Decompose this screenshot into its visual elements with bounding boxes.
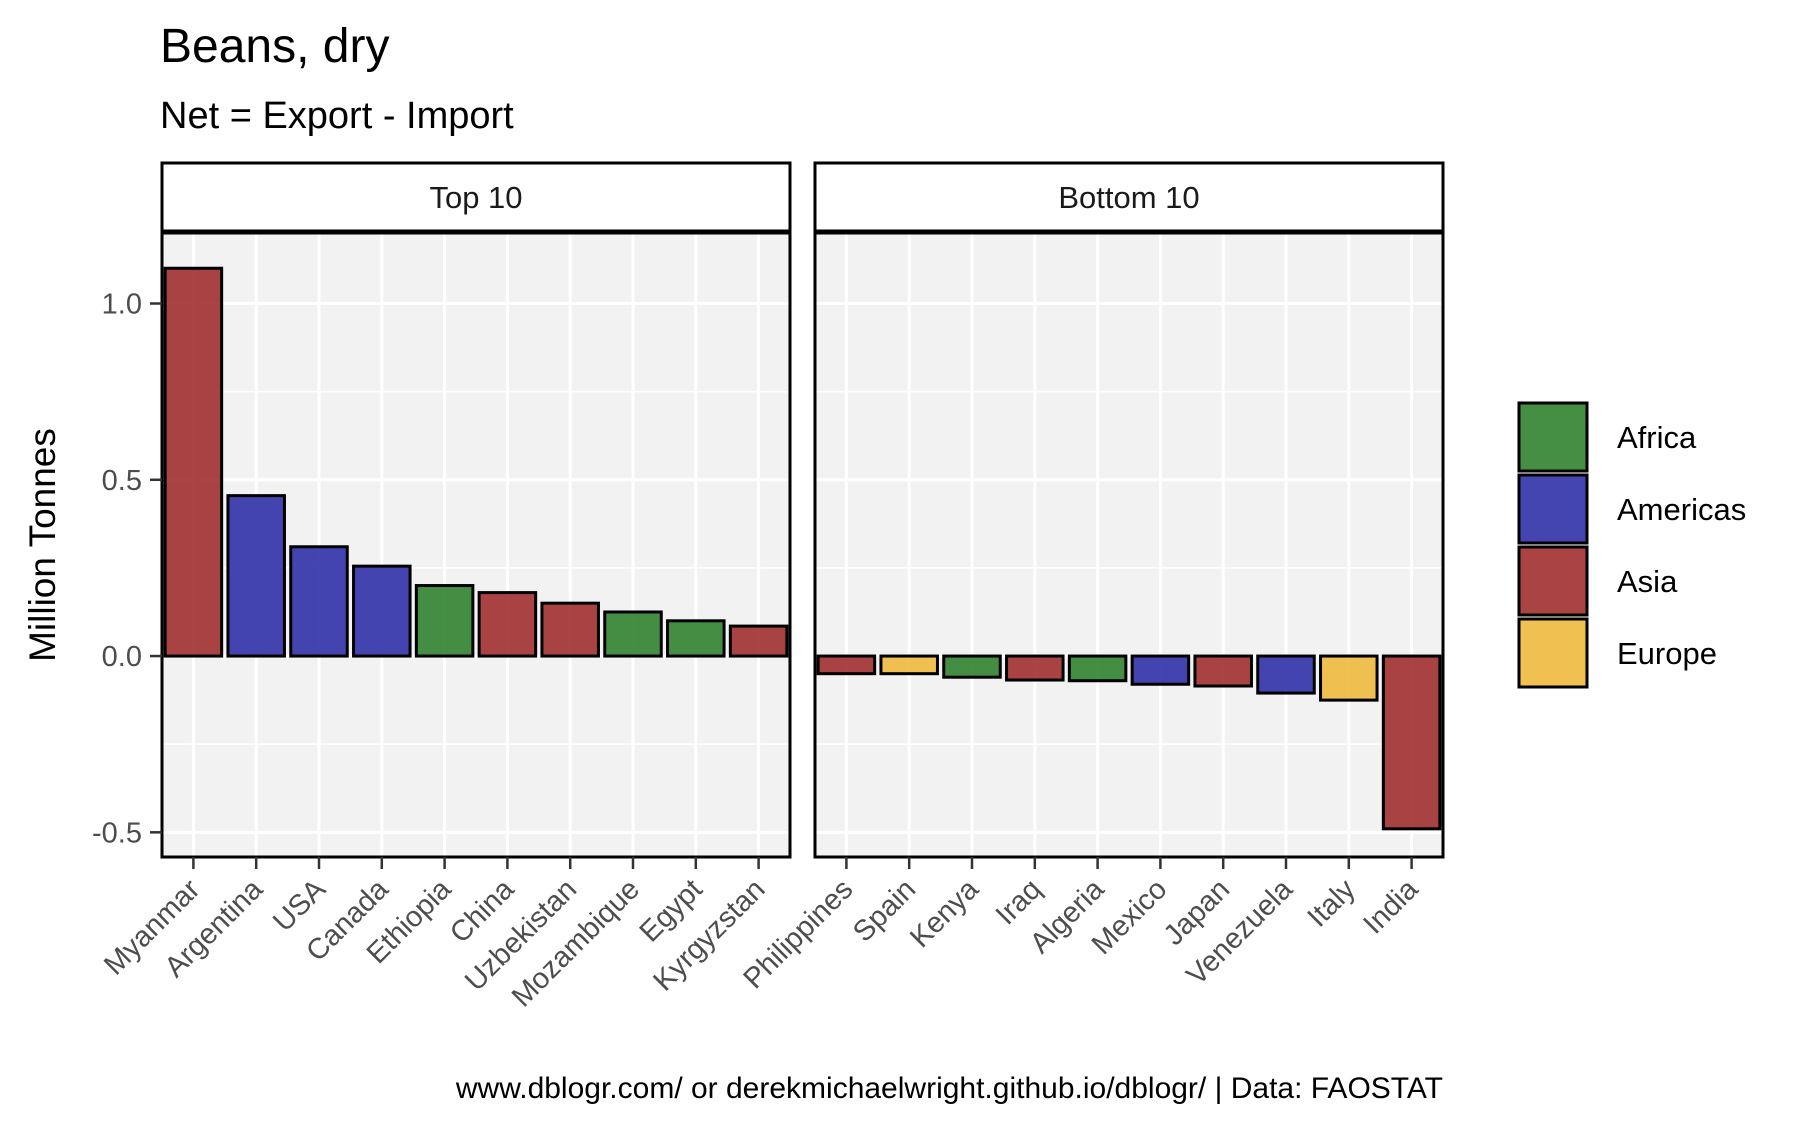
bar-philippines [816,654,877,676]
legend-label: Asia [1617,564,1678,599]
facet-strip [160,161,792,233]
facet-panels: Top 10MyanmarArgentinaUSACanadaEthiopiaC… [92,161,1445,1013]
chart-subtitle: Net = Export - Import [160,95,514,137]
bar-india [1381,654,1442,831]
legend: Africa Americas Asia Europe [1517,401,1746,689]
legend-key [1517,401,1589,473]
legend-key [1517,545,1589,617]
panel-border [813,231,1445,859]
chart-title: Beans, dry [160,20,389,73]
y-tick-label: 0.0 [102,641,142,673]
bar-kyrgyzstan [728,624,789,658]
y-axis-label: Million Tonnes [22,428,63,662]
legend-item-europe: Europe [1517,617,1717,689]
bar-kenya [942,654,1002,679]
facet-strip-label: Top 10 [429,180,522,215]
legend-item-americas: Americas [1517,473,1746,545]
legend-label: Africa [1617,420,1697,455]
legend-key [1517,473,1589,545]
legend-item-asia: Asia [1517,545,1678,617]
bar-china [477,591,538,658]
y-tick-label: 0.5 [102,465,142,497]
x-tick-label-india: India [1357,873,1425,941]
bar-usa [289,545,349,658]
bar-canada [352,564,412,658]
legend-label: Americas [1617,492,1746,527]
bar-ethiopia [414,584,475,658]
panel-top-10: Top 10MyanmarArgentinaUSACanadaEthiopiaC… [92,161,792,1013]
legend-key [1517,617,1589,689]
bar-venezuela [1256,654,1316,695]
panel-background [815,233,1443,857]
facet-strip-label: Bottom 10 [1058,180,1199,215]
legend-item-africa: Africa [1517,401,1697,473]
bar-spain [879,654,939,676]
bar-uzbekistan [540,601,600,658]
bar-egypt [666,619,726,658]
bar-iraq [1005,654,1065,682]
x-tick-label-kenya: Kenya [904,873,985,954]
panel-border [160,231,792,859]
bar-mexico [1130,654,1191,686]
facet-strip [813,161,1445,233]
y-tick-label: -0.5 [92,817,142,849]
bar-japan [1193,654,1253,688]
bar-algeria [1067,654,1128,683]
x-tick-label-italy: Italy [1302,873,1363,934]
y-tick-label: 1.0 [102,289,142,321]
bar-myanmar [163,266,224,658]
bar-argentina [226,494,286,658]
chart-caption: www.dblogr.com/ or derekmichaelwright.gi… [455,1072,1443,1105]
bar-italy [1319,654,1379,702]
legend-label: Europe [1617,636,1717,671]
bar-mozambique [603,610,663,658]
